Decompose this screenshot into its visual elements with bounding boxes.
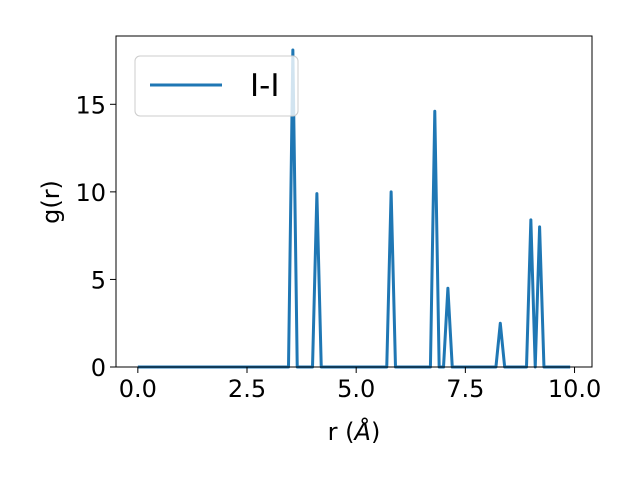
y-tick-label: 10: [75, 179, 106, 207]
x-tick-label: 0.0: [119, 375, 157, 403]
x-tick-label: 2.5: [228, 375, 266, 403]
y-axis-label: g(r): [37, 180, 65, 224]
legend: I-I: [134, 55, 299, 117]
y-tick-label: 5: [91, 266, 106, 294]
axes: 0.0 2.5 5.0 7.5 10.0 0 5 10 15: [75, 35, 601, 403]
legend-label: I-I: [250, 68, 279, 104]
x-tick-label: 7.5: [446, 375, 484, 403]
y-tick-label: 0: [91, 354, 106, 382]
y-tick-label: 15: [75, 91, 106, 119]
x-tick-label: 5.0: [337, 375, 375, 403]
plot-frame: [115, 35, 593, 368]
x-tick-label: 10.0: [548, 375, 601, 403]
x-axis-label: r (Å): [328, 417, 381, 446]
